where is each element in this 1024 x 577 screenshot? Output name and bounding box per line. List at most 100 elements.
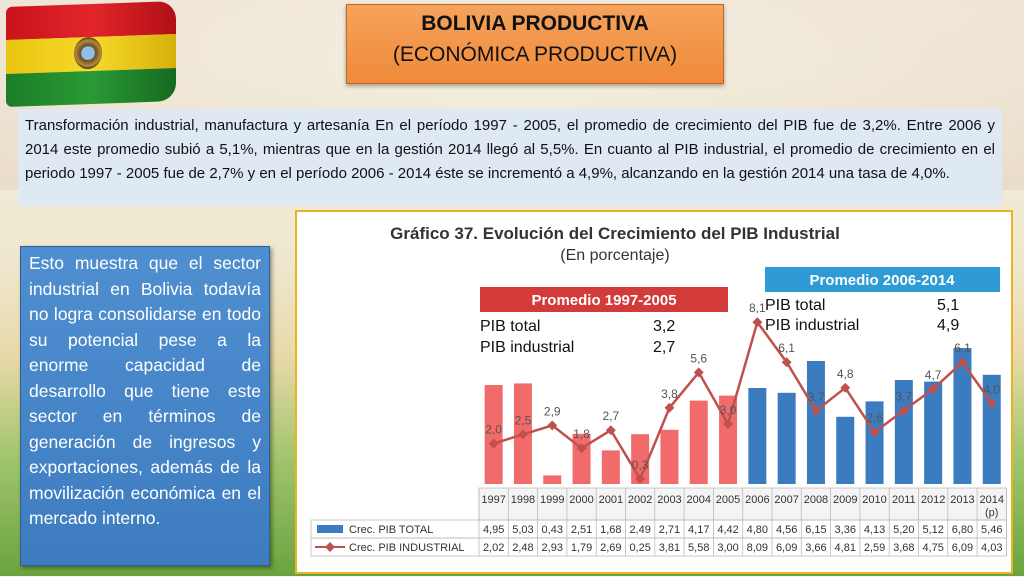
- table-cell: 4,42: [717, 524, 738, 536]
- bar-1997: [484, 385, 503, 484]
- x-tick-label: 2005: [716, 494, 740, 506]
- table-cell: 2,49: [629, 524, 650, 536]
- line-point: [576, 443, 587, 454]
- table-cell: 8,09: [747, 542, 768, 554]
- pib-industrial-chart: Gráfico 37. Evolución del Crecimiento de…: [310, 224, 1007, 557]
- line-series: 2,0 2,5 2,9 1,8 2,7 0,3 3,8 5,6 3,0 8,1 6,1 3,7 4,8 2…: [485, 301, 1000, 484]
- x-tick-label: 2012: [921, 494, 945, 506]
- table-cell: 4,81: [835, 542, 856, 554]
- point-label: 4,8: [837, 367, 854, 381]
- promedio-2006-2014-box: Promedio 2006-2014 PIB total 5,1 PIB ind…: [765, 267, 1000, 334]
- bar-1999: [543, 475, 562, 484]
- bar-2009: [836, 416, 855, 484]
- table-cell: 3,36: [835, 524, 856, 536]
- table-cell: 0,43: [542, 524, 563, 536]
- table-cell: 3,68: [893, 542, 914, 554]
- bar-2010: [865, 401, 884, 484]
- line-point: [635, 474, 646, 484]
- bar-2004: [689, 400, 708, 484]
- x-tick-label: 2006: [745, 494, 769, 506]
- point-label: 2,5: [515, 413, 532, 427]
- point-label: 8,1: [749, 301, 766, 315]
- point-label: 5,6: [690, 351, 707, 365]
- point-label: 3,7: [808, 390, 825, 404]
- intro-paragraph: Transformación industrial, manufactura y…: [18, 109, 1002, 206]
- x-tick-label: 2002: [628, 494, 652, 506]
- promedio-2-row2-label: PIB industrial: [765, 317, 859, 334]
- point-label: 3,8: [661, 387, 678, 401]
- table-cell: 3,00: [717, 542, 738, 554]
- promedio-1-title: Promedio 1997-2005: [531, 292, 676, 309]
- promedio-1-row2-label: PIB industrial: [480, 339, 574, 356]
- promedio-2-row2-value: 4,9: [937, 317, 959, 334]
- promedio-1-row2-value: 2,7: [653, 339, 675, 356]
- table-cell: 6,15: [805, 524, 826, 536]
- point-label: 4,0: [983, 382, 1000, 396]
- x-tick-label: 2009: [833, 494, 857, 506]
- table-cell: 5,12: [922, 524, 943, 536]
- table-cell: 5,58: [688, 542, 709, 554]
- table-cell: 4,03: [981, 542, 1002, 554]
- table-cell: 4,75: [922, 542, 943, 554]
- table-cell: 6,09: [952, 542, 973, 554]
- table-cell: 6,80: [952, 524, 973, 536]
- side-text-box: Esto muestra que el sector industrial en…: [20, 246, 270, 566]
- point-label: 2,7: [603, 409, 620, 423]
- bar-series: [484, 348, 1001, 484]
- x-tick-label: 1997: [481, 494, 505, 506]
- point-label: 6,1: [778, 341, 795, 355]
- line-point: [898, 405, 909, 416]
- table-cell: 4,80: [747, 524, 768, 536]
- table-cell: 4,13: [864, 524, 885, 536]
- slide-title-box: BOLIVIA PRODUCTIVA (ECONÓMICA PRODUCTIVA…: [346, 4, 724, 84]
- line-point: [986, 398, 997, 409]
- table-cell: 4,56: [776, 524, 797, 536]
- point-label: 4,7: [925, 368, 942, 382]
- table-cell: 0,25: [629, 542, 650, 554]
- x-tick-label: 2000: [569, 494, 593, 506]
- legend-line-marker: [325, 542, 335, 552]
- slide-subtitle: (ECONÓMICA PRODUCTIVA): [392, 43, 678, 66]
- line-point: [840, 382, 851, 393]
- chart-title: Gráfico 37. Evolución del Crecimiento de…: [390, 224, 840, 243]
- line-point: [723, 419, 733, 429]
- table-cell: 4,17: [688, 524, 709, 536]
- x-tick-label: 2004: [687, 494, 711, 506]
- bar-2014p: [982, 374, 1001, 484]
- x-tick-label: 2003: [657, 494, 681, 506]
- legend-bar-swatch: [317, 525, 343, 533]
- x-tick-label: 2011: [892, 494, 916, 506]
- line-point: [811, 405, 821, 416]
- table-cell: 2,71: [659, 524, 680, 536]
- bolivia-flag-icon: [6, 1, 176, 107]
- chart-frame: Gráfico 37. Evolución del Crecimiento de…: [295, 210, 1013, 574]
- bar-2012: [924, 381, 943, 484]
- bar-2003: [660, 429, 679, 484]
- legend-label: Crec. PIB INDUSTRIAL: [349, 542, 465, 554]
- bar-2006: [748, 388, 767, 484]
- promedio-2-title: Promedio 2006-2014: [809, 272, 955, 289]
- promedio-1-row1-label: PIB total: [480, 318, 540, 335]
- x-tick-label: 2014: [980, 494, 1004, 506]
- bar-2007: [777, 392, 796, 484]
- table-cell: 5,46: [981, 524, 1002, 536]
- x-tick-label: 2007: [774, 494, 798, 506]
- line-point: [664, 402, 675, 413]
- line-point: [605, 425, 616, 436]
- table-cell: 3,81: [659, 542, 680, 554]
- line-point: [928, 384, 939, 394]
- table-cell: 5,03: [512, 524, 533, 536]
- x-tick-label: 1998: [511, 494, 535, 506]
- line-path: [493, 319, 993, 482]
- x-tick-label: 2013: [950, 494, 974, 506]
- point-label: 2,9: [544, 404, 561, 418]
- x-tick-label: 2010: [862, 494, 886, 506]
- chart-subtitle: (En porcentaje): [560, 247, 669, 264]
- x-tick-label-suffix: (p): [985, 507, 998, 519]
- bar-2008: [806, 361, 825, 484]
- table-cell: 2,02: [483, 542, 504, 554]
- data-table: 1997 1998 1999 2000 2001 2002 2003 2004 2005 2006…: [310, 487, 1007, 557]
- table-cell: 1,79: [571, 542, 592, 554]
- table-cell: 4,95: [483, 524, 504, 536]
- slide-title: BOLIVIA PRODUCTIVA: [421, 12, 649, 35]
